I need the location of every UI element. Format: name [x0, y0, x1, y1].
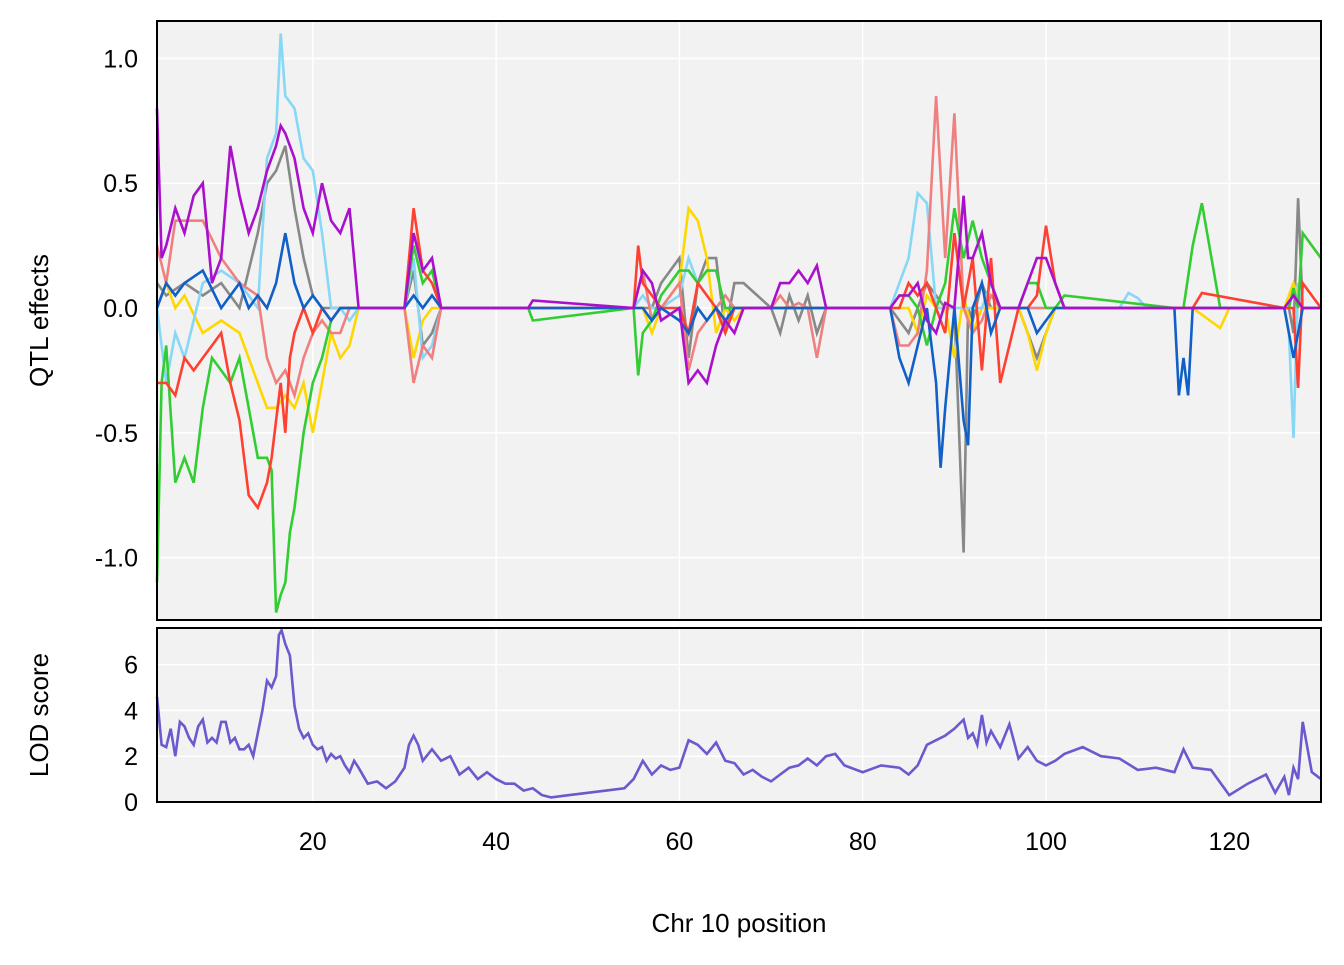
effects-y-tick-label: -1.0: [95, 545, 138, 573]
x-tick-label: 40: [482, 828, 510, 856]
lod-series-line-1: [155, 626, 1322, 799]
effects-y-tick-label: 0.5: [103, 170, 138, 198]
lod-y-tick-label: 2: [124, 743, 138, 771]
lod-y-tick-label: 0: [124, 789, 138, 817]
lod-series-lines: [155, 626, 1322, 799]
effects-series-lines: [155, 33, 1323, 613]
lod-score-panel: 6 4 2 0 LOD score: [24, 626, 1322, 817]
x-tick-label: 20: [299, 828, 327, 856]
effects-series-line-7: [155, 232, 1321, 468]
x-tick-label: 120: [1208, 828, 1250, 856]
lod-plot-frame: [156, 627, 1322, 803]
effects-y-tick-label: -0.5: [95, 420, 138, 448]
x-tick-label: 80: [849, 828, 877, 856]
effects-series-line-8: [155, 108, 1321, 387]
lod-y-tick-label: 6: [124, 652, 138, 680]
effects-y-axis-title: QTL effects: [24, 254, 54, 387]
effects-y-tick-label: 1.0: [103, 45, 138, 73]
lod-y-tick-labels: 6 4 2 0: [124, 652, 138, 817]
lod-plot-background: [157, 628, 1321, 802]
effects-series-line-5: [155, 202, 1323, 613]
x-tick-label: 100: [1025, 828, 1067, 856]
effects-y-tick-labels: 1.0 0.5 0.0 -0.5 -1.0: [95, 45, 138, 572]
lod-y-axis-title: LOD score: [24, 653, 54, 777]
x-tick-labels: 20 40 60 80 100 120: [299, 828, 1250, 856]
effects-y-tick-label: 0.0: [103, 295, 138, 323]
qtl-effects-panel: 1.0 0.5 0.0 -0.5 -1.0 QTL effects: [24, 20, 1323, 621]
x-axis-title: Chr 10 position: [652, 908, 827, 938]
lod-y-tick-label: 4: [124, 697, 138, 725]
x-tick-label: 60: [666, 828, 694, 856]
effects-plot-frame: [156, 20, 1322, 621]
